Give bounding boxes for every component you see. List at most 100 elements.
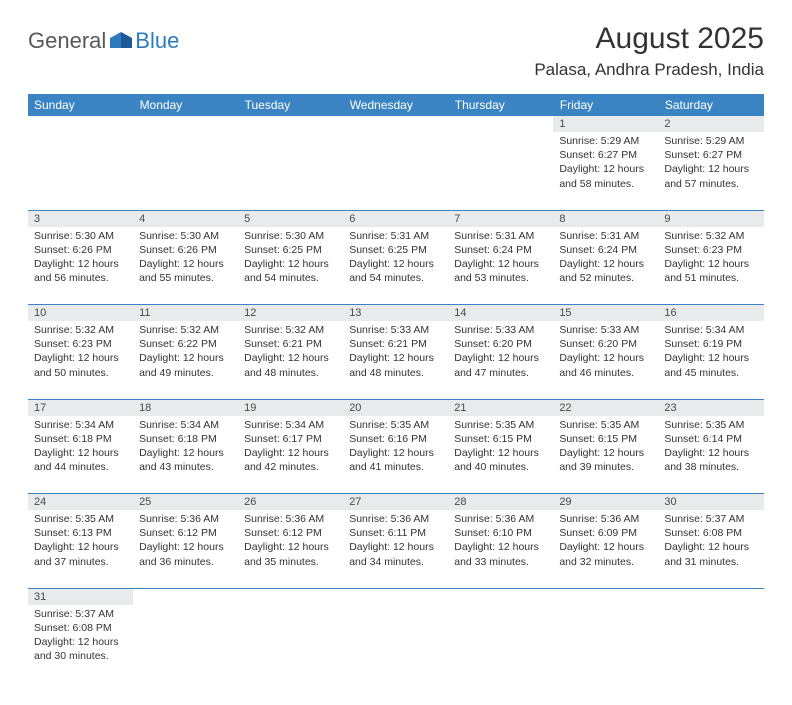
daylight-text: Daylight: 12 hours and 46 minutes. <box>559 351 652 379</box>
daylight-text: Daylight: 12 hours and 51 minutes. <box>664 257 757 285</box>
day-cell: Sunrise: 5:35 AMSunset: 6:14 PMDaylight:… <box>658 416 763 494</box>
day-number-cell: 21 <box>448 399 553 416</box>
day-number-cell: 10 <box>28 305 133 322</box>
daylight-text: Daylight: 12 hours and 55 minutes. <box>139 257 232 285</box>
day-number-cell: 28 <box>448 494 553 511</box>
day-number-cell <box>133 116 238 132</box>
day-cell: Sunrise: 5:33 AMSunset: 6:20 PMDaylight:… <box>448 321 553 399</box>
day-cell: Sunrise: 5:35 AMSunset: 6:13 PMDaylight:… <box>28 510 133 588</box>
day-cell: Sunrise: 5:31 AMSunset: 6:25 PMDaylight:… <box>343 227 448 305</box>
daylight-text: Daylight: 12 hours and 30 minutes. <box>34 635 127 663</box>
day-number-cell: 19 <box>238 399 343 416</box>
sunset-text: Sunset: 6:21 PM <box>349 337 442 351</box>
day-cell: Sunrise: 5:32 AMSunset: 6:23 PMDaylight:… <box>658 227 763 305</box>
daylight-text: Daylight: 12 hours and 45 minutes. <box>664 351 757 379</box>
day-number-cell: 30 <box>658 494 763 511</box>
day-cell: Sunrise: 5:35 AMSunset: 6:16 PMDaylight:… <box>343 416 448 494</box>
calendar-table: SundayMondayTuesdayWednesdayThursdayFrid… <box>28 94 764 683</box>
sunset-text: Sunset: 6:12 PM <box>139 526 232 540</box>
daylight-text: Daylight: 12 hours and 58 minutes. <box>559 162 652 190</box>
day-cell: Sunrise: 5:36 AMSunset: 6:09 PMDaylight:… <box>553 510 658 588</box>
sunset-text: Sunset: 6:17 PM <box>244 432 337 446</box>
daylight-text: Daylight: 12 hours and 47 minutes. <box>454 351 547 379</box>
sunset-text: Sunset: 6:26 PM <box>139 243 232 257</box>
day-number-cell <box>448 116 553 132</box>
sunset-text: Sunset: 6:20 PM <box>559 337 652 351</box>
day-cell: Sunrise: 5:36 AMSunset: 6:10 PMDaylight:… <box>448 510 553 588</box>
day-number-cell: 18 <box>133 399 238 416</box>
daynum-row: 24252627282930 <box>28 494 764 511</box>
sunset-text: Sunset: 6:08 PM <box>34 621 127 635</box>
day-cell: Sunrise: 5:32 AMSunset: 6:21 PMDaylight:… <box>238 321 343 399</box>
sunset-text: Sunset: 6:24 PM <box>454 243 547 257</box>
day-number-cell <box>238 116 343 132</box>
sunrise-text: Sunrise: 5:36 AM <box>244 512 337 526</box>
sunset-text: Sunset: 6:26 PM <box>34 243 127 257</box>
sunset-text: Sunset: 6:21 PM <box>244 337 337 351</box>
daylight-text: Daylight: 12 hours and 44 minutes. <box>34 446 127 474</box>
daylight-text: Daylight: 12 hours and 37 minutes. <box>34 540 127 568</box>
daynum-row: 3456789 <box>28 210 764 227</box>
day-cell: Sunrise: 5:34 AMSunset: 6:18 PMDaylight:… <box>133 416 238 494</box>
daylight-text: Daylight: 12 hours and 48 minutes. <box>244 351 337 379</box>
daylight-text: Daylight: 12 hours and 53 minutes. <box>454 257 547 285</box>
day-cell <box>448 605 553 683</box>
sunrise-text: Sunrise: 5:32 AM <box>34 323 127 337</box>
day-number-cell: 6 <box>343 210 448 227</box>
sunset-text: Sunset: 6:12 PM <box>244 526 337 540</box>
logo-text-general: General <box>28 28 106 54</box>
day-cell: Sunrise: 5:32 AMSunset: 6:22 PMDaylight:… <box>133 321 238 399</box>
sunrise-text: Sunrise: 5:32 AM <box>244 323 337 337</box>
sunset-text: Sunset: 6:10 PM <box>454 526 547 540</box>
sunrise-text: Sunrise: 5:33 AM <box>559 323 652 337</box>
day-number-cell: 29 <box>553 494 658 511</box>
day-number-cell: 7 <box>448 210 553 227</box>
week-row: Sunrise: 5:29 AMSunset: 6:27 PMDaylight:… <box>28 132 764 210</box>
daylight-text: Daylight: 12 hours and 42 minutes. <box>244 446 337 474</box>
day-cell: Sunrise: 5:36 AMSunset: 6:11 PMDaylight:… <box>343 510 448 588</box>
daynum-row: 17181920212223 <box>28 399 764 416</box>
day-cell <box>343 605 448 683</box>
daylight-text: Daylight: 12 hours and 52 minutes. <box>559 257 652 285</box>
header: General Blue August 2025 Palasa, Andhra … <box>28 22 764 80</box>
sunrise-text: Sunrise: 5:33 AM <box>349 323 442 337</box>
day-cell <box>343 132 448 210</box>
daylight-text: Daylight: 12 hours and 43 minutes. <box>139 446 232 474</box>
day-number-cell <box>28 116 133 132</box>
sunrise-text: Sunrise: 5:37 AM <box>664 512 757 526</box>
week-row: Sunrise: 5:34 AMSunset: 6:18 PMDaylight:… <box>28 416 764 494</box>
sunrise-text: Sunrise: 5:35 AM <box>559 418 652 432</box>
day-cell <box>28 132 133 210</box>
sunrise-text: Sunrise: 5:35 AM <box>34 512 127 526</box>
day-cell: Sunrise: 5:33 AMSunset: 6:20 PMDaylight:… <box>553 321 658 399</box>
sunset-text: Sunset: 6:13 PM <box>34 526 127 540</box>
day-number-cell: 26 <box>238 494 343 511</box>
sunset-text: Sunset: 6:19 PM <box>664 337 757 351</box>
day-cell: Sunrise: 5:36 AMSunset: 6:12 PMDaylight:… <box>238 510 343 588</box>
day-number-cell: 15 <box>553 305 658 322</box>
daynum-row: 31 <box>28 588 764 605</box>
sunset-text: Sunset: 6:23 PM <box>34 337 127 351</box>
daylight-text: Daylight: 12 hours and 50 minutes. <box>34 351 127 379</box>
sunrise-text: Sunrise: 5:29 AM <box>664 134 757 148</box>
logo-text-blue: Blue <box>135 28 179 54</box>
day-number-cell: 25 <box>133 494 238 511</box>
daylight-text: Daylight: 12 hours and 56 minutes. <box>34 257 127 285</box>
sunrise-text: Sunrise: 5:36 AM <box>454 512 547 526</box>
day-cell: Sunrise: 5:34 AMSunset: 6:19 PMDaylight:… <box>658 321 763 399</box>
daylight-text: Daylight: 12 hours and 49 minutes. <box>139 351 232 379</box>
sunrise-text: Sunrise: 5:34 AM <box>244 418 337 432</box>
sunrise-text: Sunrise: 5:34 AM <box>34 418 127 432</box>
day-number-cell: 22 <box>553 399 658 416</box>
day-cell: Sunrise: 5:33 AMSunset: 6:21 PMDaylight:… <box>343 321 448 399</box>
day-number-cell: 23 <box>658 399 763 416</box>
sunrise-text: Sunrise: 5:35 AM <box>454 418 547 432</box>
title-block: August 2025 Palasa, Andhra Pradesh, Indi… <box>534 22 764 80</box>
sunset-text: Sunset: 6:20 PM <box>454 337 547 351</box>
daylight-text: Daylight: 12 hours and 32 minutes. <box>559 540 652 568</box>
daylight-text: Daylight: 12 hours and 31 minutes. <box>664 540 757 568</box>
sunset-text: Sunset: 6:25 PM <box>244 243 337 257</box>
sunrise-text: Sunrise: 5:29 AM <box>559 134 652 148</box>
day-cell: Sunrise: 5:30 AMSunset: 6:25 PMDaylight:… <box>238 227 343 305</box>
sunrise-text: Sunrise: 5:30 AM <box>34 229 127 243</box>
